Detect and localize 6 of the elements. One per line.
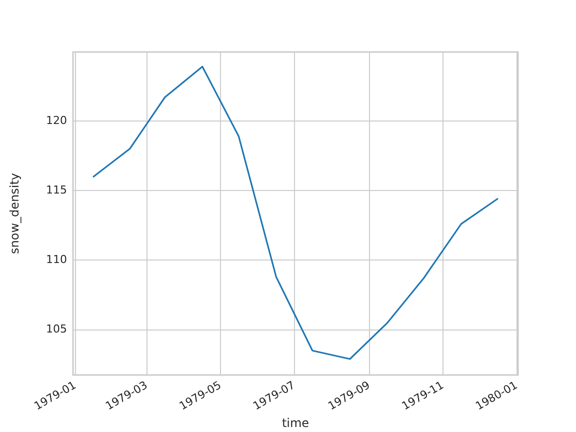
y-tick-label: 120 bbox=[46, 114, 67, 127]
y-axis-title: snow_density bbox=[7, 172, 22, 254]
x-axis-title: time bbox=[282, 416, 310, 430]
y-tick-label: 110 bbox=[46, 253, 67, 266]
y-tick-label: 105 bbox=[46, 322, 67, 336]
y-tick-label: 115 bbox=[46, 183, 67, 196]
